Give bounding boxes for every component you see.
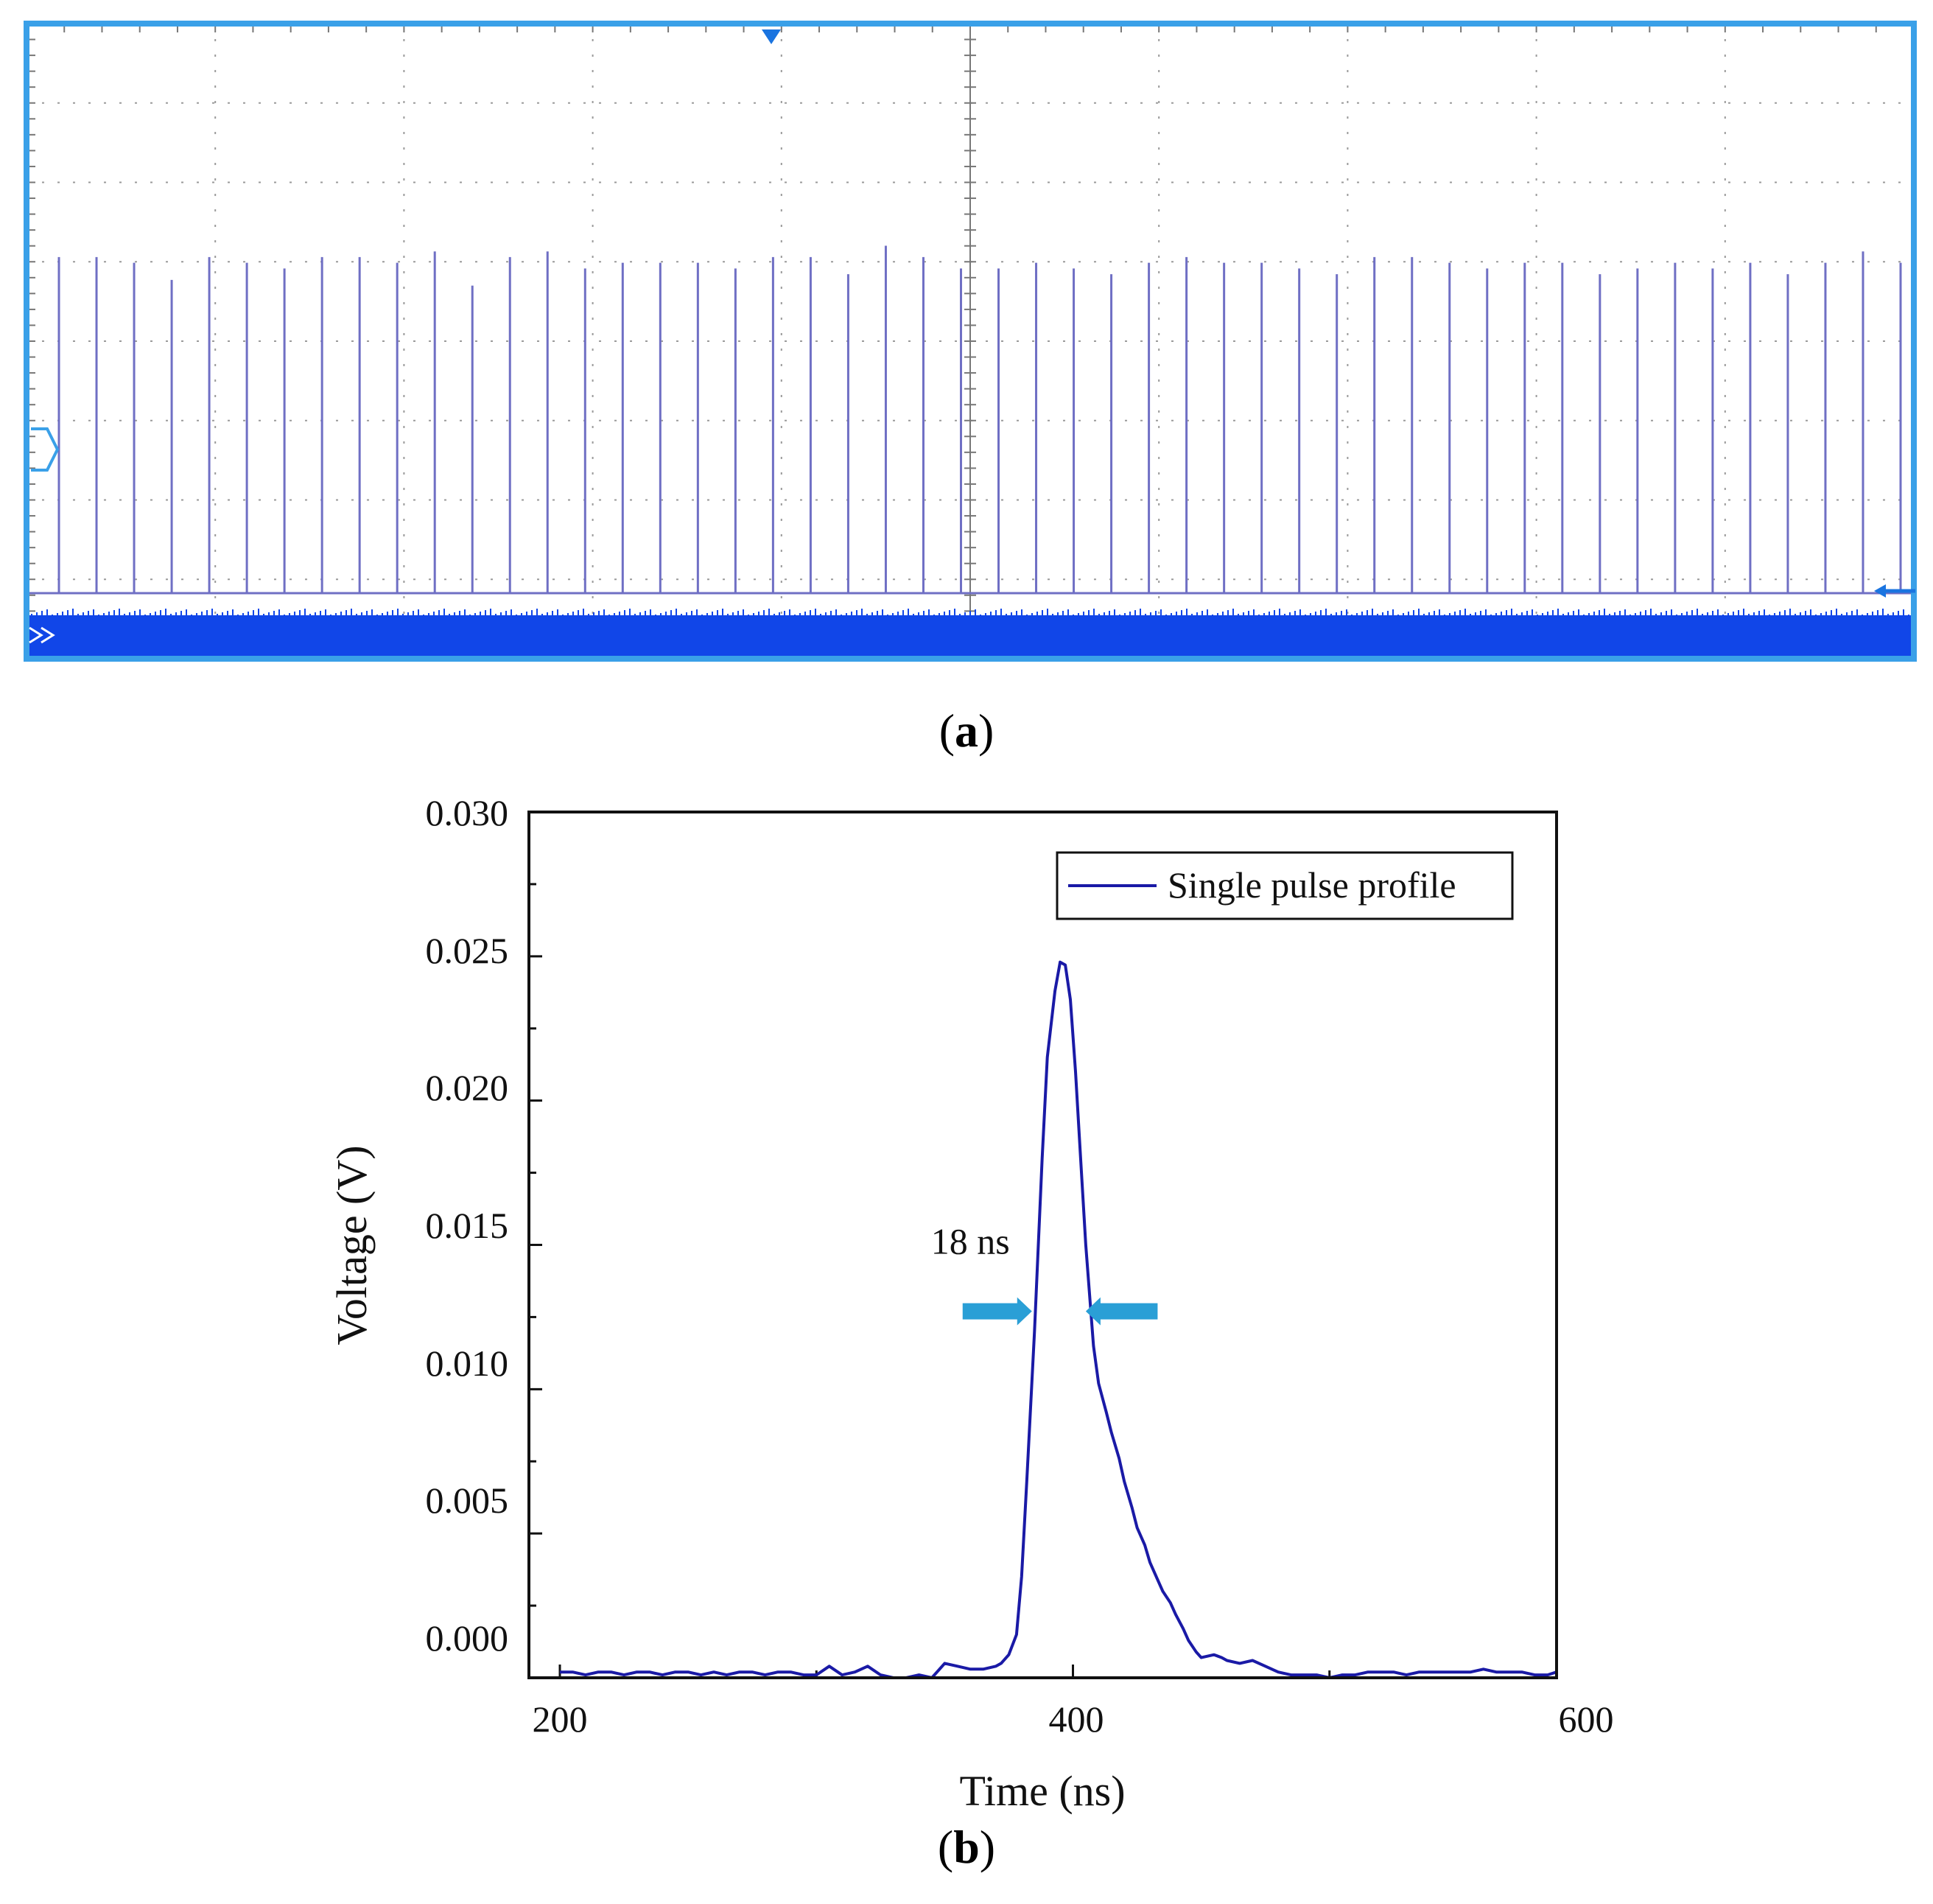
pulse-width-right-arrow-icon xyxy=(1085,1297,1158,1326)
y-tick-label: 0.030 xyxy=(426,792,509,833)
pulse-curve-layer xyxy=(560,960,1558,1679)
pulse-width-annotation: 18 ns xyxy=(931,1220,1010,1261)
x-tick-label: 200 xyxy=(533,1698,588,1740)
scope-pulse-train xyxy=(57,245,1902,593)
panel-a-letter: a xyxy=(955,704,978,757)
trigger-level-arrow-icon xyxy=(1874,584,1915,598)
legend: Single pulse profile xyxy=(1056,851,1514,920)
channel-ground-marker-icon xyxy=(31,427,60,472)
y-tick-label: 0.025 xyxy=(426,930,509,971)
y-tick-label: 0.000 xyxy=(426,1617,509,1659)
x-tick-label: 400 xyxy=(1049,1698,1104,1740)
channel-offset-marker-icon xyxy=(29,626,55,644)
pulse-curve xyxy=(560,960,1558,1679)
y-tick-label: 0.010 xyxy=(426,1343,509,1384)
oscilloscope-panel xyxy=(24,21,1917,662)
y-tick-label: 0.005 xyxy=(426,1480,509,1521)
axis-ticks xyxy=(529,811,1331,1679)
pulse-profile-chart: 0.030 0.025 0.020 0.015 0.010 0.005 0.00… xyxy=(328,792,1614,1815)
trigger-position-marker-icon xyxy=(762,29,781,44)
x-axis-title: Time (ns) xyxy=(959,1767,1125,1815)
scope-frame xyxy=(24,21,1917,662)
legend-label: Single pulse profile xyxy=(1168,864,1456,906)
y-tick-label: 0.015 xyxy=(426,1205,509,1246)
panel-b-letter: b xyxy=(953,1821,980,1873)
plot-frame xyxy=(527,811,1558,1679)
scope-grid xyxy=(27,24,1914,659)
x-tick-label: 600 xyxy=(1559,1698,1614,1740)
scope-noise-fill xyxy=(27,615,1914,659)
pulse-width-left-arrow-icon xyxy=(962,1297,1032,1326)
panel-a-label: (a) xyxy=(939,704,994,757)
y-tick-label: 0.020 xyxy=(426,1067,509,1108)
y-axis-title: Voltage (V) xyxy=(328,1145,376,1345)
panel-b-label: (b) xyxy=(937,1821,996,1873)
